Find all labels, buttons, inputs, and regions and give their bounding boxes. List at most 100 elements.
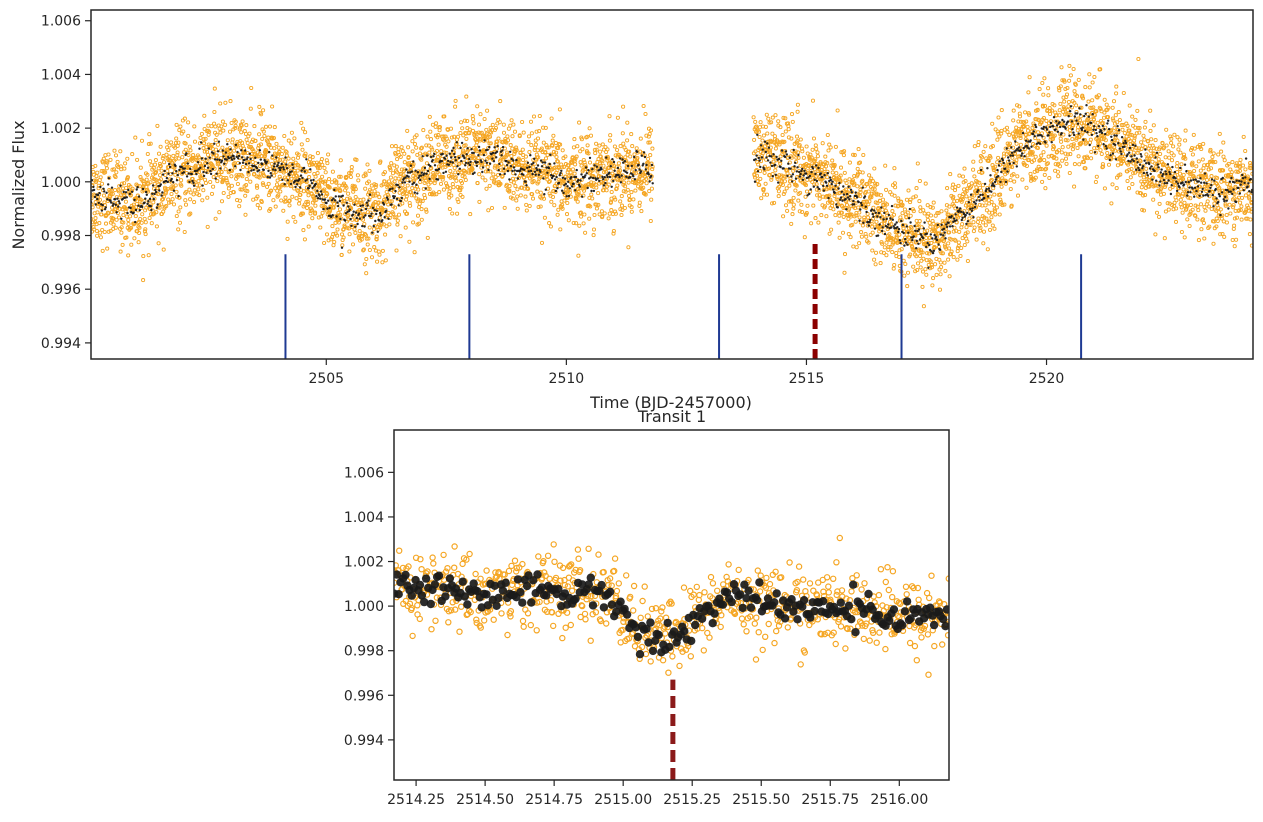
raw-flux-point <box>641 185 646 190</box>
raw-flux-point <box>474 140 479 145</box>
raw-flux-point <box>754 124 759 129</box>
raw-flux-point <box>382 170 387 175</box>
raw-flux-point <box>626 245 631 250</box>
raw-flux-point <box>751 115 756 120</box>
raw-flux-point <box>367 247 372 253</box>
raw-flux-point <box>842 170 847 175</box>
raw-flux-point <box>507 188 512 193</box>
raw-flux-point <box>1102 97 1107 102</box>
raw-flux-point <box>600 214 605 219</box>
binned-flux-point <box>92 188 96 192</box>
binned-flux-point <box>116 197 119 200</box>
raw-flux-point <box>560 206 565 211</box>
raw-flux-point <box>426 143 431 148</box>
binned-flux-point <box>192 181 195 184</box>
raw-flux-point <box>851 152 856 157</box>
raw-flux-point <box>932 245 937 250</box>
raw-flux-point <box>641 103 646 109</box>
binned-flux-point <box>230 158 234 161</box>
raw-flux-point <box>763 124 768 129</box>
raw-flux-point <box>182 116 187 121</box>
raw-flux-point <box>280 145 285 150</box>
raw-flux-point <box>205 152 211 157</box>
raw-flux-point <box>547 191 552 196</box>
raw-flux-point <box>596 202 601 207</box>
raw-flux-point <box>505 138 511 143</box>
raw-flux-point <box>575 144 580 149</box>
raw-flux-point <box>427 192 433 197</box>
raw-flux-point <box>100 248 105 253</box>
raw-flux-point <box>97 197 103 202</box>
raw-flux-point <box>526 186 531 191</box>
raw-flux-point <box>407 239 412 244</box>
raw-flux-point <box>220 119 225 124</box>
raw-flux-point <box>813 157 818 162</box>
raw-flux-point <box>455 211 460 216</box>
raw-flux-point <box>102 229 107 235</box>
raw-flux-point <box>764 192 770 197</box>
raw-flux-point <box>284 183 290 188</box>
raw-flux-point <box>108 194 113 199</box>
raw-flux-point <box>518 150 523 155</box>
raw-flux-point <box>775 139 780 144</box>
raw-flux-point <box>1115 163 1120 168</box>
raw-flux-point <box>449 193 454 198</box>
raw-flux-point <box>1011 108 1016 113</box>
raw-flux-point <box>376 200 381 205</box>
raw-flux-point <box>268 207 273 212</box>
raw-flux-point <box>892 166 897 171</box>
raw-flux-point <box>514 147 519 153</box>
raw-flux-point <box>594 141 599 146</box>
raw-flux-point <box>612 144 617 149</box>
raw-flux-point <box>188 148 193 153</box>
raw-flux-point <box>181 129 186 134</box>
raw-flux-point <box>883 163 888 168</box>
binned-flux-point <box>273 162 276 165</box>
raw-flux-point <box>1219 149 1224 154</box>
raw-flux-point <box>410 139 415 144</box>
raw-flux-point <box>158 164 163 169</box>
binned-flux-point <box>93 195 97 199</box>
raw-flux-point <box>1227 202 1232 207</box>
raw-flux-point <box>360 206 365 211</box>
raw-flux-point <box>541 196 547 201</box>
raw-flux-point <box>160 197 165 202</box>
raw-flux-point <box>344 174 349 179</box>
raw-flux-point <box>831 207 836 212</box>
binned-flux-point <box>223 162 226 165</box>
raw-flux-point <box>164 204 169 209</box>
raw-flux-point <box>202 141 207 146</box>
raw-flux-point <box>1083 85 1088 90</box>
raw-flux-point <box>138 197 143 202</box>
raw-flux-point <box>416 187 421 192</box>
raw-flux-point <box>494 146 499 151</box>
raw-flux-point <box>882 205 887 210</box>
raw-flux-point <box>385 185 390 190</box>
raw-flux-point <box>607 165 612 170</box>
raw-flux-point <box>858 187 863 192</box>
raw-flux-point <box>329 237 334 242</box>
raw-flux-point <box>756 162 761 167</box>
raw-flux-point <box>347 232 352 237</box>
raw-flux-point <box>1246 191 1251 196</box>
raw-flux-point <box>221 190 226 196</box>
raw-flux-point <box>536 155 541 160</box>
raw-flux-point <box>1060 158 1065 163</box>
raw-flux-point <box>987 227 993 232</box>
raw-flux-point <box>199 175 204 180</box>
raw-flux-point <box>428 129 433 134</box>
raw-flux-point <box>255 185 260 190</box>
raw-flux-point <box>912 248 917 253</box>
binned-flux-point <box>266 175 269 179</box>
raw-flux-point <box>295 168 300 173</box>
raw-flux-point <box>795 102 800 107</box>
raw-flux-point <box>902 207 907 212</box>
raw-flux-point <box>145 172 150 177</box>
raw-flux-point <box>522 175 527 180</box>
raw-flux-point <box>643 192 648 197</box>
raw-flux-point <box>113 153 119 158</box>
raw-flux-point <box>972 225 977 230</box>
raw-flux-point <box>438 181 444 186</box>
binned-flux-point <box>280 162 283 166</box>
raw-flux-point <box>1046 93 1051 98</box>
